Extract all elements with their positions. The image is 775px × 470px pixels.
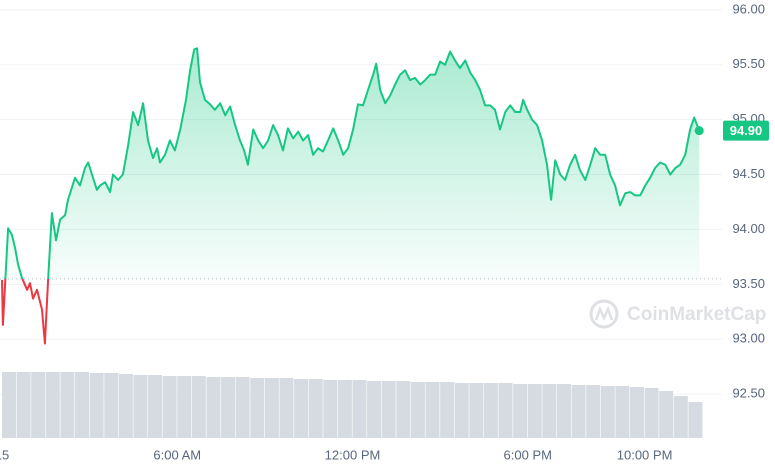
volume-bar [75, 372, 90, 438]
volume-bar [440, 382, 455, 438]
volume-bars [2, 372, 703, 438]
volume-bar [600, 386, 615, 438]
volume-bar [206, 377, 221, 438]
plot [0, 47, 722, 345]
volume-bar [89, 373, 104, 438]
volume-bar [264, 378, 279, 438]
volume-bar [542, 384, 557, 438]
x-tick-label: 12:00 PM [325, 447, 381, 462]
volume-bar [410, 382, 425, 438]
x-tick-label: 10:00 PM [617, 447, 673, 462]
y-tick-label: 96.00 [732, 1, 765, 16]
volume-bar [31, 372, 46, 438]
volume-bar [148, 375, 163, 438]
volume-bar [629, 387, 644, 438]
volume-bar [162, 376, 177, 438]
y-tick-label: 94.00 [732, 221, 765, 236]
x-tick-label: 6:00 PM [504, 447, 552, 462]
volume-bar [425, 382, 440, 438]
volume-bar [133, 375, 148, 438]
volume-bar [118, 374, 133, 438]
volume-bar [586, 385, 601, 438]
volume-bar [250, 378, 265, 438]
x-tick-label: 6:00 AM [153, 447, 201, 462]
volume-bar [469, 383, 484, 438]
volume-bar [308, 379, 323, 438]
volume-bar [221, 377, 236, 438]
y-tick-label: 93.50 [732, 276, 765, 291]
volume-bar [60, 372, 75, 438]
watermark: CoinMarketCap [589, 299, 766, 329]
volume-bar [381, 381, 396, 438]
current-price-label: 94.90 [730, 123, 763, 138]
watermark-logo [589, 299, 619, 329]
volume-bar [367, 381, 382, 438]
volume-bar [615, 386, 630, 438]
labels: 92.5093.0093.5094.0094.5095.0095.5096.00… [0, 1, 769, 462]
x-tick-label: 15 [0, 447, 9, 462]
volume-bar [352, 380, 367, 438]
watermark-logo-mark [594, 305, 614, 322]
y-tick-label: 93.00 [732, 331, 765, 346]
price-line [1, 47, 701, 345]
volume-bar [294, 379, 309, 438]
volume-bar [191, 376, 206, 438]
volume-bar [556, 384, 571, 438]
volume-bar [659, 391, 674, 438]
volume-bar [2, 372, 17, 438]
volume-bar [571, 385, 586, 438]
volume-bar [45, 372, 60, 438]
volume-bar [235, 377, 250, 438]
volume-bar [513, 384, 528, 438]
volume-bar [104, 373, 119, 438]
y-tick-label: 95.50 [732, 56, 765, 71]
volume-bar [688, 402, 703, 438]
watermark-text: CoinMarketCap [627, 304, 766, 325]
volume-bar [483, 383, 498, 438]
y-tick-label: 92.50 [732, 386, 765, 401]
area [2, 48, 700, 279]
volume-bar [498, 383, 513, 438]
volume-bar [396, 381, 411, 438]
current-price-badge [723, 120, 769, 141]
last-point [694, 126, 704, 136]
volume-bar [279, 378, 294, 438]
volume-bar [454, 383, 469, 438]
y-tick-label: 94.50 [732, 166, 765, 181]
volume-bar [673, 396, 688, 438]
volume-bar [323, 380, 338, 438]
volume-bar [644, 388, 659, 438]
volume-bar [177, 376, 192, 438]
volume-bar [527, 384, 542, 438]
volume-bar [337, 380, 352, 438]
volume-bar [16, 372, 31, 438]
